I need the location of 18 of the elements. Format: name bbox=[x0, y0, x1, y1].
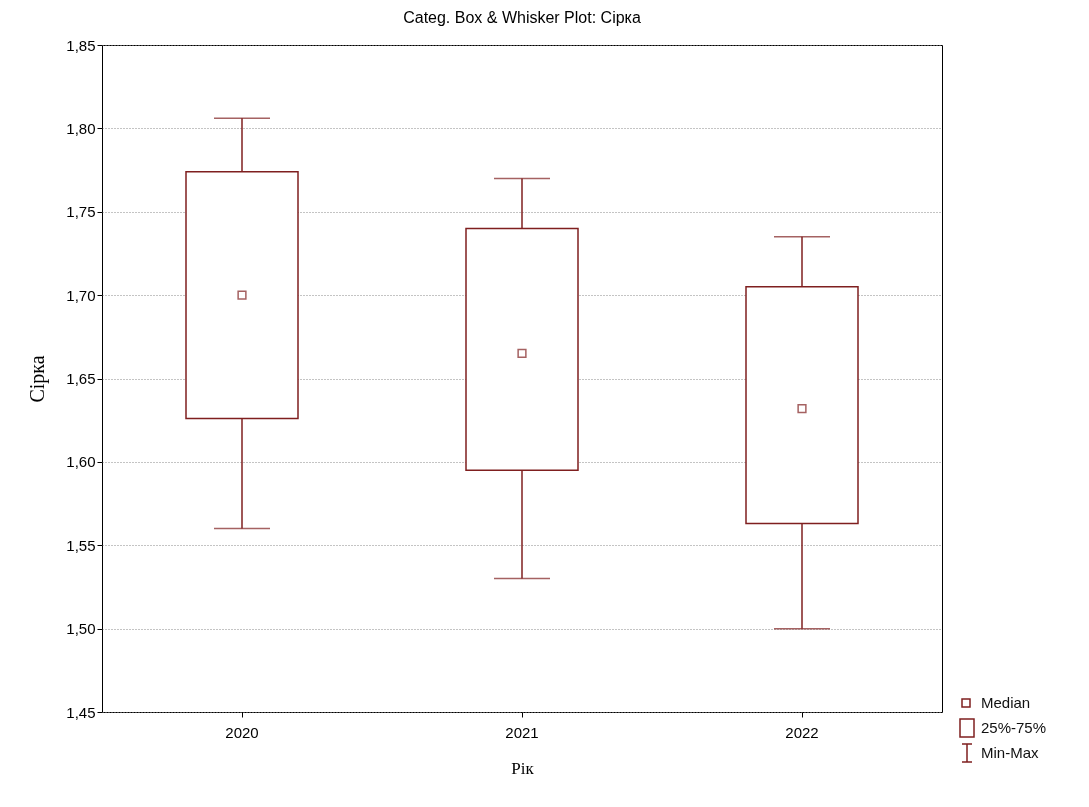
y-tick-label: 1,55 bbox=[66, 536, 96, 554]
y-tick-label: 1,60 bbox=[66, 453, 96, 471]
x-tick-label: 2022 bbox=[785, 723, 819, 741]
y-tick-label: 1,65 bbox=[66, 370, 96, 387]
text: Median bbox=[981, 694, 1031, 711]
text: 25%-75% bbox=[981, 719, 1047, 736]
y-tick-label: 1,70 bbox=[66, 286, 96, 304]
y-tick-label: 1,80 bbox=[66, 119, 96, 137]
x-axis-title: Рік bbox=[511, 758, 535, 778]
chart-title: Categ. Box & Whisker Plot: Сірка bbox=[403, 9, 641, 26]
y-axis-title: Сірка bbox=[26, 355, 50, 403]
y-tick-label: 1,50 bbox=[66, 620, 96, 638]
y-tick-label: 1,75 bbox=[66, 203, 96, 221]
x-tick-label: 2020 bbox=[225, 723, 259, 741]
y-tick-label: 1,85 bbox=[66, 36, 96, 54]
y-tick-label: 1,45 bbox=[66, 703, 96, 721]
text: Min-Max bbox=[981, 744, 1039, 761]
x-tick-label: 2021 bbox=[505, 723, 539, 741]
